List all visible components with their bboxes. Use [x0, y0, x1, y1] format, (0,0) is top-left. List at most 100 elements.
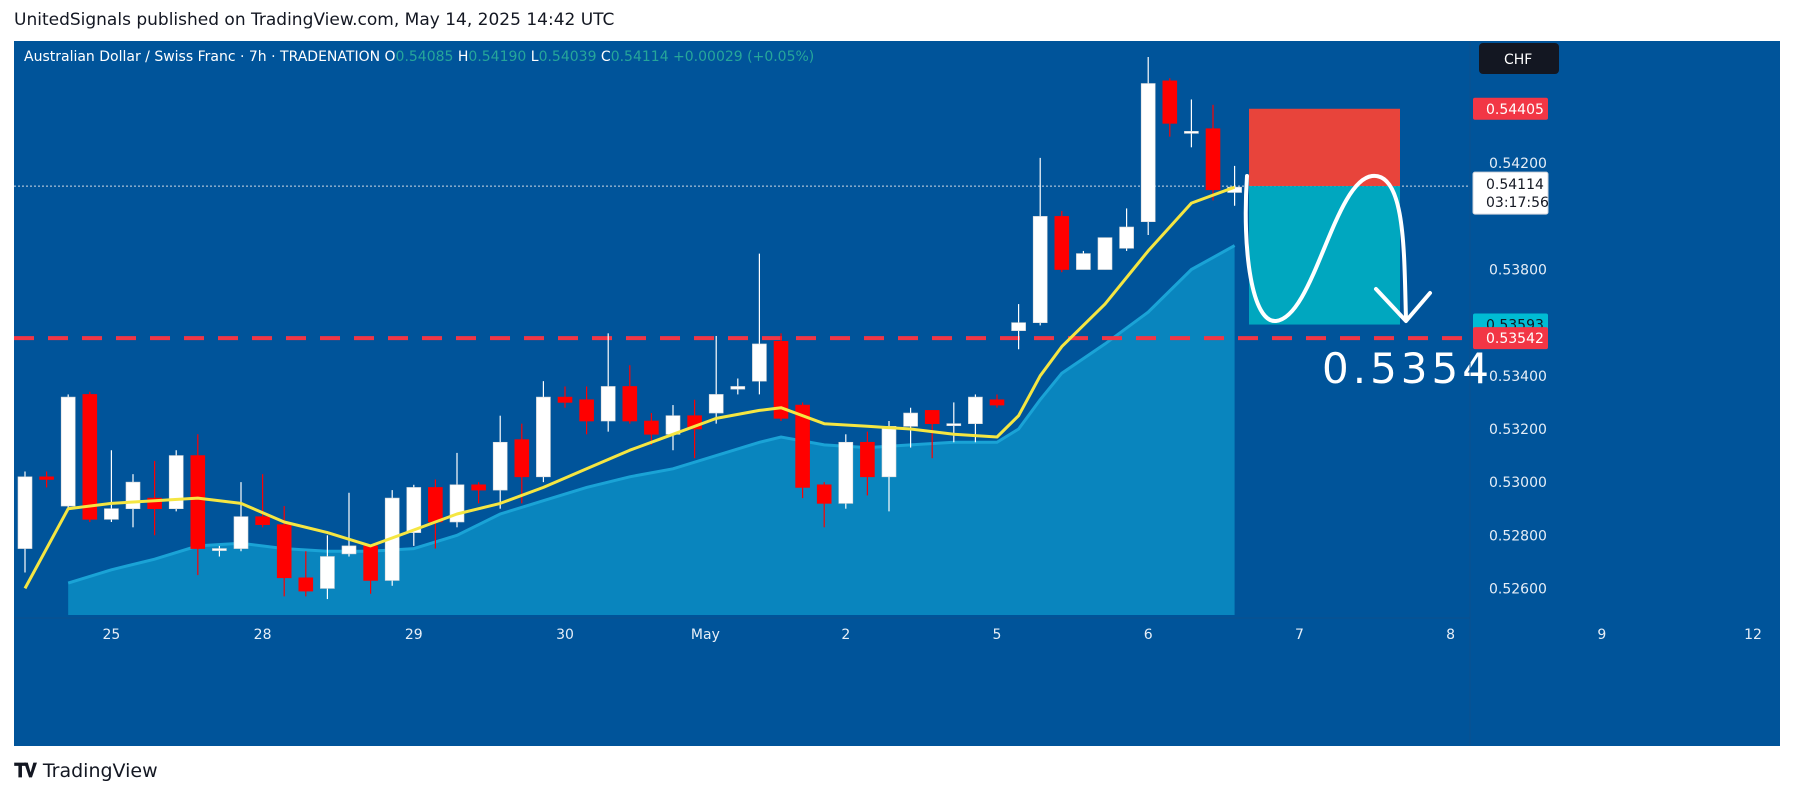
candle-body	[838, 441, 854, 504]
candle	[665, 405, 681, 451]
price-tag: 0.54405	[1486, 102, 1544, 118]
y-tick-label: 0.53200	[1489, 422, 1547, 438]
candle-body	[1076, 253, 1091, 270]
x-tick-label: 7	[1295, 627, 1304, 643]
candle	[622, 365, 638, 424]
candle	[946, 402, 962, 443]
candle	[39, 471, 54, 488]
candle-body	[536, 396, 551, 478]
currency-badge-bg	[1479, 43, 1559, 74]
candle-body	[1054, 216, 1070, 270]
chart-panel[interactable]: 0.5354 Australian Dollar / Swiss Franc · …	[14, 41, 1780, 746]
plot-area	[14, 56, 1470, 615]
take-profit-zone	[1249, 186, 1400, 325]
stop-loss-zone	[1249, 108, 1400, 187]
x-tick-label: 8	[1446, 627, 1455, 643]
candle	[816, 482, 832, 528]
x-tick-label: 5	[993, 627, 1002, 643]
candle-body	[924, 410, 940, 424]
candle-body	[1184, 131, 1199, 134]
y-tick-label: 0.53800	[1489, 263, 1547, 279]
candle-body	[752, 343, 767, 382]
candle	[1076, 250, 1091, 270]
candle-body	[644, 420, 659, 435]
candle	[298, 551, 314, 597]
candle-body	[276, 524, 292, 579]
candle-body	[1032, 216, 1048, 323]
candle-body	[125, 481, 141, 510]
candle	[492, 415, 508, 509]
candle-body	[212, 548, 227, 551]
low-label: L	[531, 49, 539, 65]
bar-countdown: 03:17:56	[1486, 195, 1549, 211]
candle	[514, 423, 530, 504]
candle	[406, 484, 422, 546]
moving-average-area	[68, 245, 1235, 615]
projection-arrow-path	[1243, 173, 1408, 323]
open-value: 0.54085	[396, 49, 458, 65]
support-level-label: 0.5354	[1322, 344, 1493, 393]
candle	[82, 391, 98, 522]
footer: 𝐓𝐕 TradingView	[14, 760, 158, 782]
price-tag-bg	[1473, 97, 1548, 120]
x-tick-label: 25	[102, 627, 120, 643]
candle	[233, 482, 249, 552]
high-label: H	[458, 49, 469, 65]
candle-body	[190, 455, 206, 549]
brand-name: TradingView	[42, 760, 158, 782]
candle-body	[816, 484, 832, 504]
candle	[795, 402, 810, 499]
candle	[1162, 78, 1178, 137]
y-tick-label: 0.52600	[1489, 581, 1547, 597]
candle	[1119, 208, 1134, 251]
candle	[1054, 211, 1070, 273]
candle-body	[39, 476, 54, 480]
candle-body	[104, 508, 119, 520]
candle-body	[492, 441, 508, 491]
symbol-title: Australian Dollar / Swiss Franc · 7h · T…	[24, 49, 385, 65]
candle	[1097, 237, 1113, 270]
candle-body	[946, 423, 962, 426]
projection-arrow-head-icon	[1374, 287, 1432, 323]
candle	[190, 434, 206, 576]
price-chart[interactable]: 0.5354 Australian Dollar / Swiss Franc · …	[14, 41, 1780, 746]
price-tag: 0.53542	[1486, 331, 1544, 347]
candle	[363, 545, 378, 594]
candle-body	[406, 487, 422, 533]
candle	[600, 333, 616, 432]
close-value: 0.54114	[611, 49, 673, 65]
candle	[255, 474, 270, 528]
candle-body	[60, 396, 76, 507]
candle	[1184, 99, 1199, 148]
candle-body	[1011, 322, 1026, 331]
candle	[60, 394, 76, 509]
y-tick-label: 0.53400	[1489, 369, 1547, 385]
candle	[924, 410, 940, 459]
x-tick-label: 6	[1144, 627, 1153, 643]
candle-body	[82, 394, 98, 520]
candle	[168, 450, 184, 512]
candle-body	[1205, 128, 1221, 191]
currency-badge: CHF	[1504, 52, 1532, 68]
open-label: O	[385, 49, 396, 65]
candle	[341, 492, 357, 557]
candle	[752, 253, 767, 395]
candle-body	[363, 545, 378, 581]
x-tick-label: 2	[841, 627, 850, 643]
y-tick-label: 0.53000	[1489, 475, 1547, 491]
candle-body	[471, 484, 486, 491]
candle	[838, 434, 854, 509]
candle-body	[989, 399, 1005, 406]
candle	[320, 535, 335, 600]
publish-header: UnitedSignals published on TradingView.c…	[14, 10, 614, 30]
candle	[212, 545, 227, 557]
candle-body	[1119, 226, 1134, 249]
candle-body	[557, 396, 573, 403]
candle-body	[622, 386, 638, 422]
candle-body	[255, 516, 270, 525]
candle	[536, 381, 551, 483]
candle	[708, 335, 724, 424]
high-value: 0.54190	[468, 49, 530, 65]
candle-body	[298, 577, 314, 592]
candle-body	[1162, 80, 1178, 124]
